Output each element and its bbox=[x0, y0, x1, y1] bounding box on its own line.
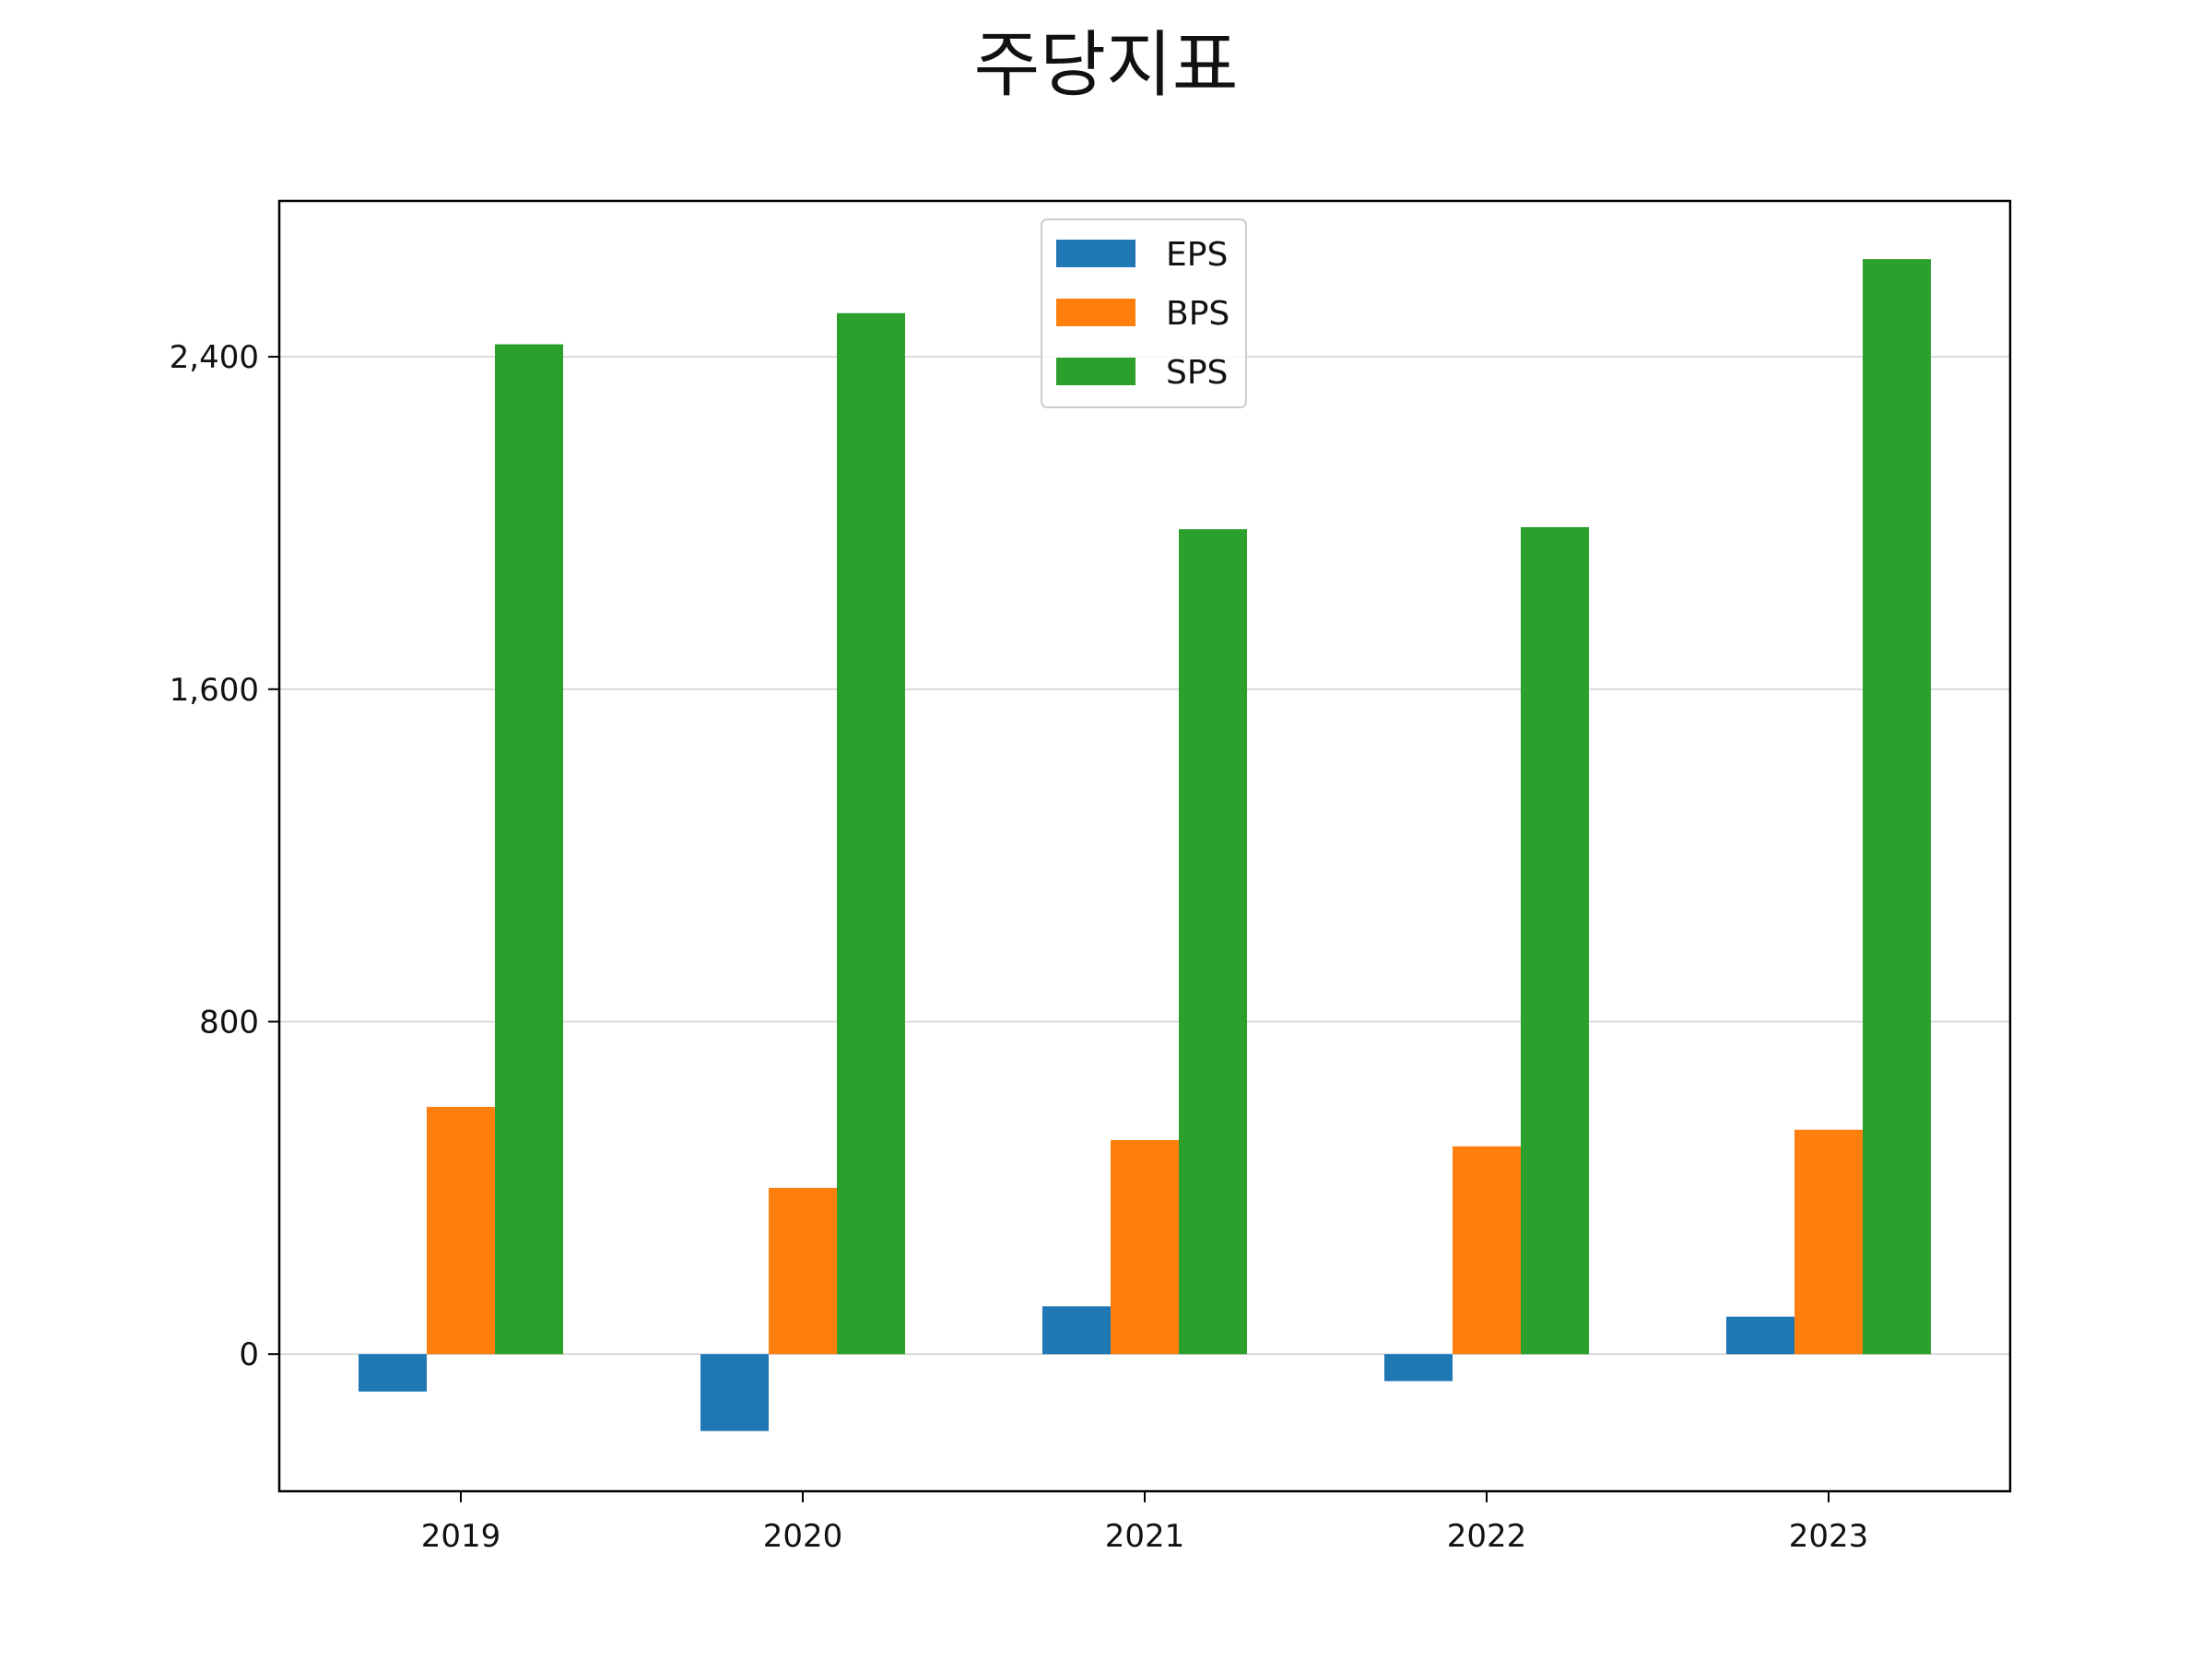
y-tick-label: 1,600 bbox=[170, 672, 259, 709]
bar-sps-2019 bbox=[495, 344, 563, 1355]
bar-bps-2019 bbox=[427, 1106, 495, 1355]
legend: EPS BPS SPS bbox=[1041, 218, 1247, 408]
bar-bps-2021 bbox=[1111, 1140, 1179, 1355]
bar-sps-2023 bbox=[1863, 259, 1931, 1355]
axes: 0 800 1,600 2,400 2019 2020 2021 2022 2023 bbox=[170, 339, 1869, 1555]
chart-title: 주당지표 bbox=[973, 24, 1239, 107]
legend-swatch-bps bbox=[1056, 299, 1135, 326]
y-tick-label: 800 bbox=[199, 1004, 259, 1041]
legend-label-eps: EPS bbox=[1166, 236, 1228, 274]
legend-label-sps: SPS bbox=[1166, 354, 1228, 392]
bar-eps-2023 bbox=[1726, 1316, 1794, 1355]
legend-swatch-eps bbox=[1056, 240, 1135, 267]
x-tick-label: 2023 bbox=[1789, 1518, 1869, 1555]
bar-sps-2022 bbox=[1521, 526, 1589, 1355]
bar-bps-2020 bbox=[769, 1187, 837, 1355]
x-tick-label: 2022 bbox=[1447, 1518, 1527, 1555]
bar-eps-2019 bbox=[359, 1354, 427, 1392]
x-tick-label: 2021 bbox=[1105, 1518, 1185, 1555]
bar-bps-2022 bbox=[1453, 1146, 1521, 1355]
bar-bps-2023 bbox=[1794, 1129, 1863, 1355]
bar-eps-2022 bbox=[1384, 1354, 1453, 1382]
x-tick-label: 2020 bbox=[763, 1518, 843, 1555]
legend-label-bps: BPS bbox=[1166, 295, 1230, 333]
y-tick-label: 2,400 bbox=[170, 339, 259, 376]
legend-swatch-sps bbox=[1056, 358, 1135, 385]
bar-sps-2020 bbox=[837, 312, 905, 1355]
bar-eps-2020 bbox=[700, 1354, 769, 1431]
bar-sps-2021 bbox=[1179, 529, 1247, 1355]
bar-eps-2021 bbox=[1042, 1306, 1111, 1355]
bars bbox=[359, 259, 1931, 1431]
y-tick-label: 0 bbox=[239, 1336, 259, 1373]
x-tick-label: 2019 bbox=[421, 1518, 501, 1555]
